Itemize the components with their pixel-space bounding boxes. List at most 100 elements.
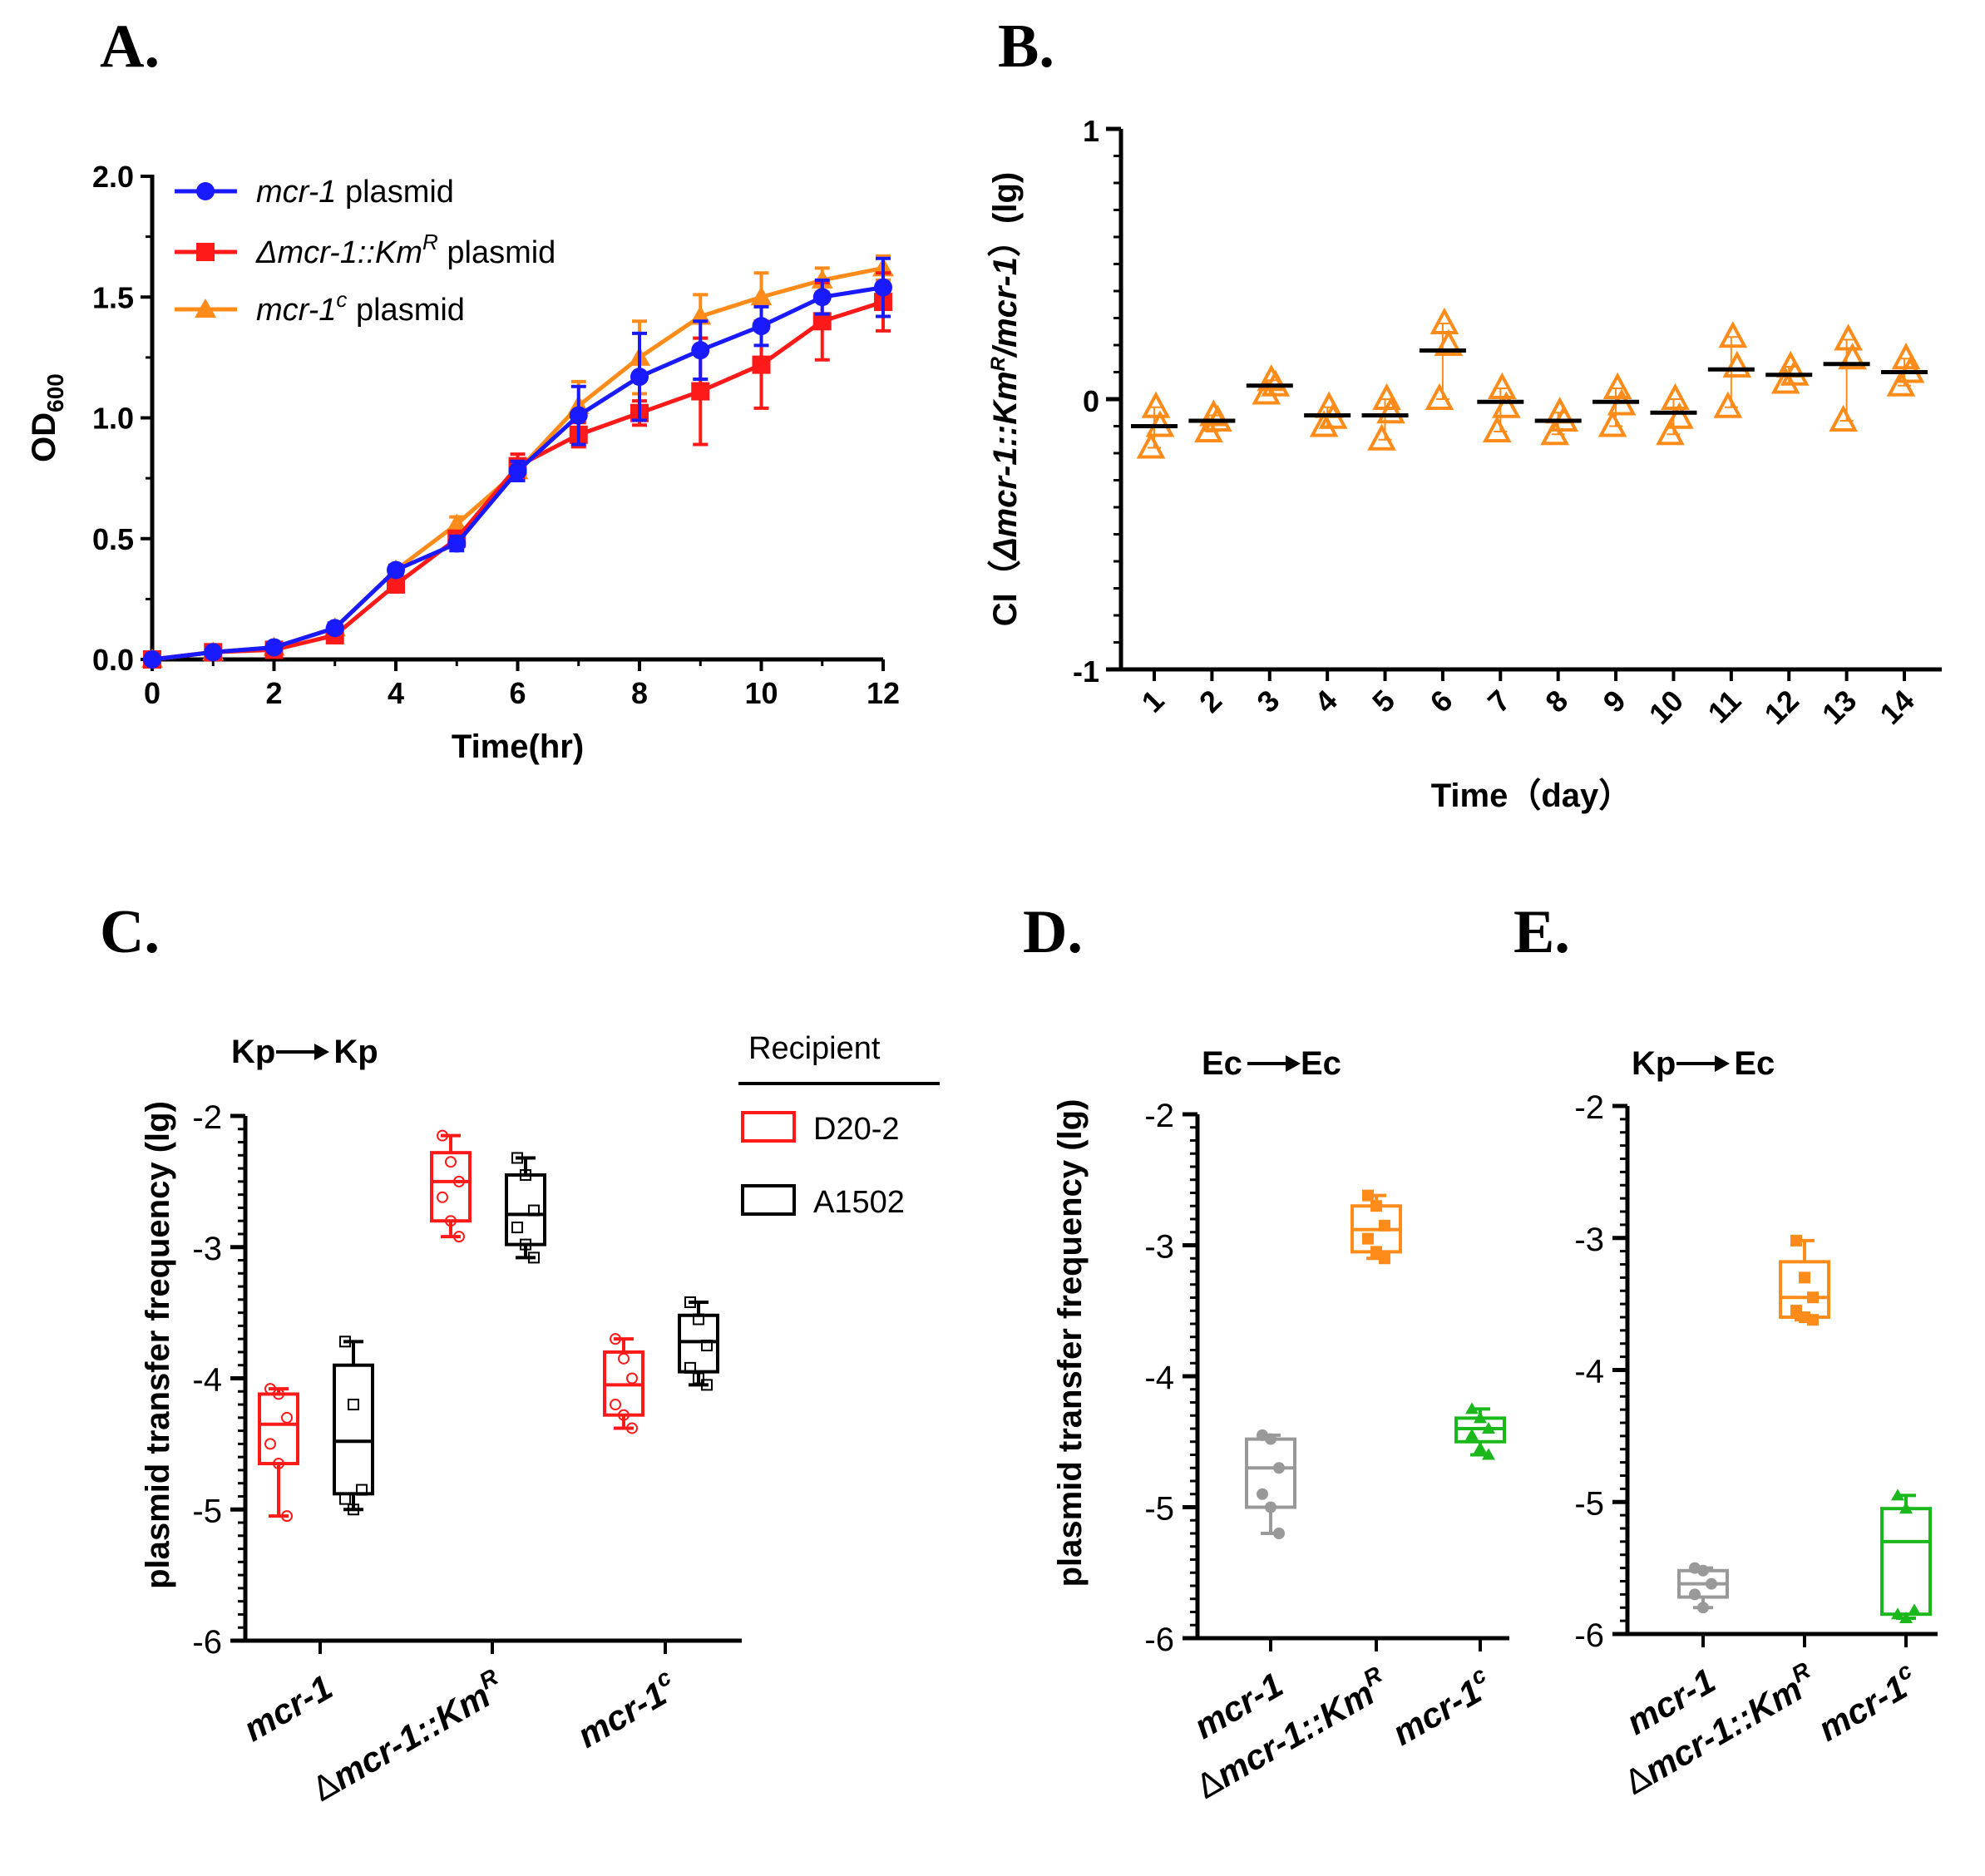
panel-d-subtitle-arrow [1247, 1055, 1301, 1072]
data-point [1807, 1314, 1819, 1326]
data-point [1482, 1422, 1495, 1434]
x-tick-label: 4 [388, 676, 404, 710]
day-group-11 [1707, 321, 1755, 418]
legend-delta-sup: R [422, 230, 438, 254]
x-tick-label: 1 [1135, 684, 1171, 719]
panel-e-boxes [1677, 1234, 1932, 1623]
panel-e-subtitle-arrow [1676, 1055, 1730, 1072]
data-point [691, 341, 710, 360]
data-point [1491, 391, 1521, 418]
x-category-label: mcr-1 [237, 1667, 339, 1749]
x-tick-label: 9 [1597, 684, 1632, 719]
data-point [445, 1215, 457, 1227]
panel-b-letter: B. [998, 12, 1054, 81]
box [678, 1313, 719, 1374]
box [430, 1151, 472, 1223]
data-point [750, 286, 773, 306]
x-tick-label: 6 [1423, 684, 1459, 719]
day-group-2 [1188, 399, 1236, 442]
svg-text:Δmcr-1::KmR plasmid: Δmcr-1::KmR plasmid [255, 230, 556, 270]
data-point [1273, 1462, 1285, 1474]
y-axis-label: CI（Δmcr-1::KmR/mcr-1）(lg) [987, 172, 1024, 627]
data-point [752, 317, 771, 336]
day-group-8 [1534, 397, 1582, 446]
legend-delta-suffix: plasmid [438, 235, 556, 270]
x-tick-label: 11 [1701, 684, 1748, 730]
y-tick-label: -3 [192, 1231, 222, 1267]
y-tick-label: -4 [1144, 1360, 1174, 1396]
data-point [1656, 418, 1685, 446]
data-point [511, 1152, 523, 1164]
svg-text:mcr-1 plasmid: mcr-1 plasmid [256, 175, 454, 210]
data-point [1540, 418, 1570, 446]
data-point [264, 638, 284, 657]
x-tick-label: 10 [744, 676, 778, 710]
legend-delta-name: Δmcr-1::Km [255, 235, 422, 270]
data-point [264, 1383, 276, 1395]
data-point [453, 1231, 465, 1243]
group-A1502 [333, 1152, 719, 1516]
panel-a-axes: 0.0 0.5 1.0 1.5 2.0 0 2 4 6 8 10 12 Time(hr) OD600 [26, 160, 900, 765]
data-point [1474, 1411, 1487, 1424]
y-tick-label: -1 [1073, 654, 1099, 689]
x-tick-label: 12 [1758, 684, 1805, 731]
panel-e-subtitle: Kp Ec [1632, 1045, 1775, 1082]
data-point [1465, 1428, 1479, 1440]
data-point [1891, 1607, 1904, 1620]
legend-mcr1-suffix: plasmid [336, 175, 454, 210]
legend-label-a1502: A1502 [813, 1185, 905, 1220]
data-point [1722, 350, 1752, 378]
box [333, 1363, 374, 1496]
panel-a-series [141, 254, 894, 669]
x-tick-label: 2 [265, 676, 282, 710]
y-tick-label: -3 [1144, 1229, 1174, 1266]
day-group-1 [1131, 391, 1178, 459]
data-point [752, 355, 771, 374]
y-tick-label: 1 [1083, 114, 1099, 148]
data-point [1252, 378, 1281, 405]
box-group-2 [1880, 1488, 1932, 1623]
data-point [339, 1493, 351, 1505]
panel-c-boxes [258, 1129, 719, 1523]
data-point [528, 1204, 540, 1217]
y-tick-label: 2.0 [92, 160, 134, 194]
data-point [1434, 328, 1464, 356]
data-point [437, 1191, 448, 1203]
data-point [1891, 1488, 1904, 1501]
day-group-3 [1246, 364, 1293, 405]
data-point [1899, 1611, 1913, 1623]
data-point [1425, 383, 1454, 410]
data-point [1770, 367, 1800, 394]
data-point [1665, 402, 1694, 429]
data-point [1602, 372, 1632, 399]
data-point [1706, 1577, 1717, 1590]
data-point [1257, 1488, 1268, 1500]
data-point [1370, 1200, 1382, 1212]
data-point [691, 382, 710, 401]
data-point [528, 1251, 540, 1264]
data-point [1689, 1588, 1701, 1601]
x-tick-label: 12 [867, 676, 900, 710]
day-group-10 [1650, 383, 1697, 446]
data-point [610, 1333, 621, 1345]
panel-c-legend: Recipient D20-2 A1502 [738, 1031, 940, 1220]
x-axis-label: Time(hr) [452, 728, 584, 765]
y-tick-label: -5 [1144, 1491, 1174, 1528]
x-tick-label: 0 [144, 676, 160, 710]
data-point [1487, 372, 1517, 399]
data-point [281, 1411, 293, 1424]
data-point [701, 1340, 713, 1352]
data-point [1790, 1234, 1802, 1247]
data-point [1465, 1402, 1479, 1414]
y-tick-label: 0.5 [92, 522, 134, 556]
x-tick-label: 14 [1873, 684, 1920, 731]
panel-a-chart: 0.0 0.5 1.0 1.5 2.0 0 2 4 6 8 10 12 Time(hr) OD600 mc… [26, 160, 900, 765]
x-axis-label: Time（day） [1431, 778, 1632, 814]
y-tick-label: -6 [1144, 1622, 1174, 1658]
data-point [1379, 1252, 1390, 1265]
y-axis-label: OD600 [26, 373, 68, 462]
